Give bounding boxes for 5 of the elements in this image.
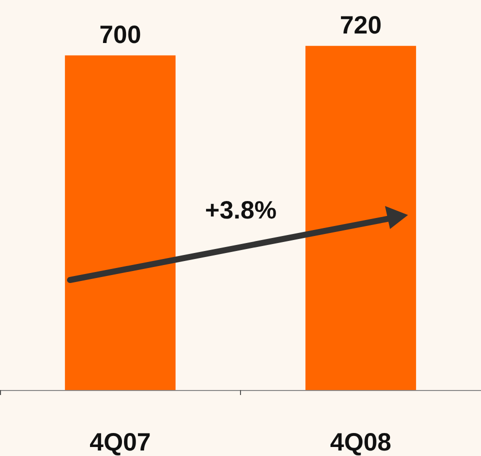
- data-label: 720: [340, 11, 382, 40]
- x-tick-label: 4Q08: [330, 428, 392, 456]
- annotation: +3.8%: [205, 196, 277, 224]
- data-label: 700: [99, 20, 142, 49]
- x-tick-label: 4Q07: [90, 428, 151, 456]
